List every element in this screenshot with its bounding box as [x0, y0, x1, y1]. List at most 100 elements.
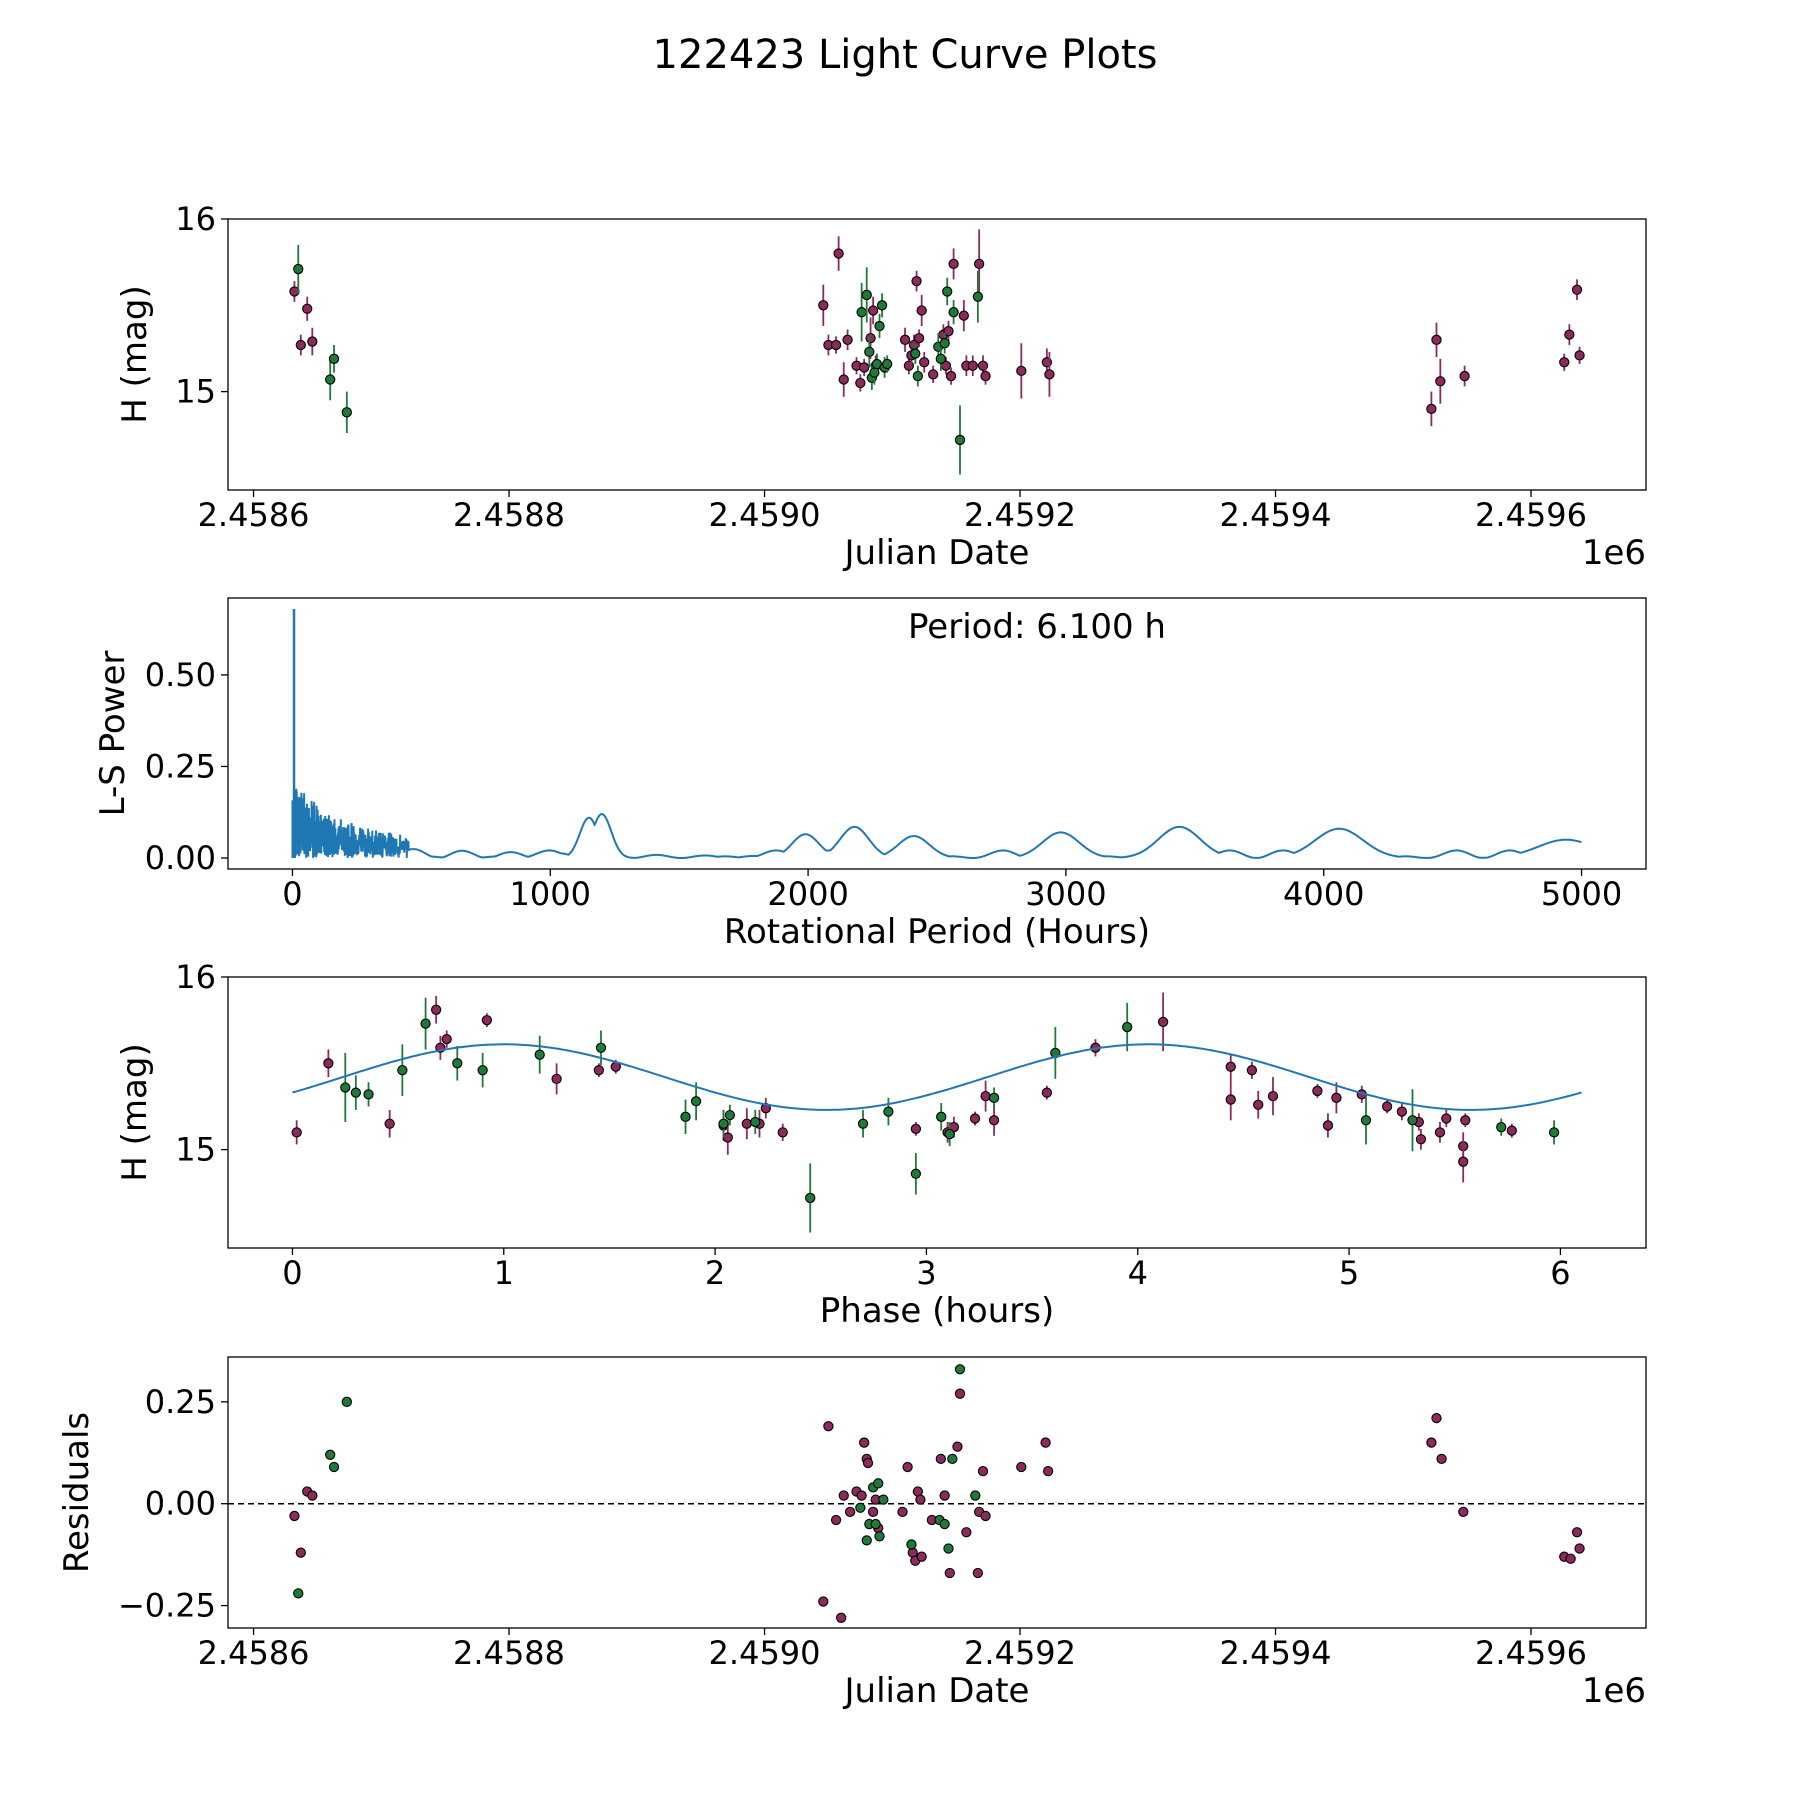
data-point	[1459, 370, 1470, 382]
data-point	[833, 248, 844, 259]
data-point	[593, 1065, 605, 1076]
data-point	[870, 1518, 881, 1530]
lightcurve-panel: 2.4586 2.4588 2.4590 2.4592 2.4594 2.4596 15 16…	[115, 200, 1647, 573]
data-point	[420, 1018, 431, 1029]
data-point	[1431, 334, 1442, 345]
data-point	[873, 1478, 884, 1489]
data-point	[293, 1588, 304, 1599]
data-point	[680, 1111, 691, 1122]
y-tick-label: 0.00	[145, 839, 216, 877]
x-tick-label: 3000	[1025, 875, 1106, 913]
data-point	[958, 310, 969, 321]
y-axis-label: H (mag)	[115, 1043, 155, 1181]
data-point	[1571, 1527, 1583, 1538]
data-point	[340, 1082, 351, 1093]
data-point	[1312, 1085, 1323, 1097]
data-point	[1042, 1465, 1054, 1477]
data-point	[910, 348, 921, 359]
data-point	[857, 1118, 869, 1129]
y-axis-label: H (mag)	[115, 285, 155, 423]
data-point	[307, 1490, 318, 1501]
data-point	[882, 358, 893, 370]
data-point	[974, 258, 985, 270]
data-point	[1253, 1099, 1264, 1110]
data-point	[988, 1115, 1000, 1126]
x-tick-label: 3	[916, 1254, 936, 1292]
data-point	[350, 1087, 362, 1098]
data-point	[441, 1033, 452, 1045]
data-point	[980, 1510, 991, 1522]
data-point	[906, 1539, 917, 1550]
data-point	[818, 1596, 829, 1607]
data-point	[944, 1128, 955, 1140]
data-point	[1496, 1122, 1507, 1133]
data-point	[323, 1058, 334, 1069]
data-point	[865, 332, 876, 344]
data-point	[1396, 1106, 1408, 1117]
data-point	[777, 1127, 788, 1138]
data-point	[397, 1065, 408, 1076]
x-axis-label: Julian Date	[843, 533, 1030, 573]
data-point	[1044, 369, 1055, 380]
data-point	[948, 258, 959, 270]
axes-frame	[227, 1356, 1647, 1629]
data-point	[977, 1465, 989, 1477]
data-point	[913, 332, 925, 344]
data-point	[864, 346, 875, 358]
data-point	[1574, 1543, 1585, 1554]
periodogram-panel: Period: 6.100 h 0 1000 2000 3000 4000 5000 0.00…	[93, 597, 1647, 952]
series-filter_a	[289, 229, 1585, 427]
data-point	[328, 1461, 340, 1473]
data-point	[867, 1506, 879, 1518]
data-point	[897, 1506, 908, 1518]
data-point	[1431, 1412, 1442, 1424]
data-point	[874, 1531, 885, 1542]
data-point	[1506, 1125, 1517, 1136]
data-point	[861, 289, 872, 301]
data-point	[1415, 1134, 1427, 1145]
data-point	[915, 1494, 926, 1505]
data-point	[970, 1490, 981, 1501]
data-point	[980, 370, 991, 382]
data-point	[1407, 1115, 1418, 1126]
data-point	[295, 1547, 306, 1558]
data-point	[969, 1113, 981, 1124]
data-point	[1434, 1127, 1446, 1138]
data-point	[899, 334, 911, 345]
y-tick-label: 0.25	[145, 747, 216, 785]
data-point	[948, 307, 959, 318]
data-point	[856, 1490, 867, 1501]
data-point	[916, 1551, 927, 1562]
axes-frame	[227, 218, 1647, 491]
data-point	[1426, 403, 1437, 415]
data-point	[883, 1106, 894, 1117]
series-filter_b	[293, 244, 984, 475]
data-point	[1574, 350, 1585, 361]
data-point	[1331, 1092, 1342, 1103]
x-offset-label: 1e6	[1582, 1671, 1646, 1711]
x-tick-label: 2.4588	[453, 1634, 565, 1672]
data-point	[942, 286, 953, 297]
data-point	[874, 320, 885, 332]
x-tick-label: 1	[494, 1254, 514, 1292]
data-point	[939, 1490, 950, 1501]
data-point	[947, 1453, 958, 1465]
x-tick-label: 2.4592	[964, 496, 1076, 534]
data-point	[1322, 1120, 1334, 1131]
x-tick-label: 0	[282, 1254, 302, 1292]
x-tick-label: 2.4594	[1220, 496, 1332, 534]
data-point	[935, 353, 946, 364]
data-point	[954, 1388, 966, 1399]
data-point	[307, 336, 318, 347]
data-point	[1426, 1437, 1437, 1448]
y-tick-label: 16	[175, 958, 216, 996]
data-point	[341, 1396, 352, 1407]
data-point	[830, 1514, 842, 1526]
data-point	[1435, 376, 1446, 387]
x-tick-label: 4	[1128, 1254, 1148, 1292]
data-point	[341, 407, 352, 418]
data-point	[1565, 1553, 1576, 1564]
y-tick-label: 16	[175, 200, 216, 238]
x-tick-label: 2.4590	[709, 1634, 821, 1672]
